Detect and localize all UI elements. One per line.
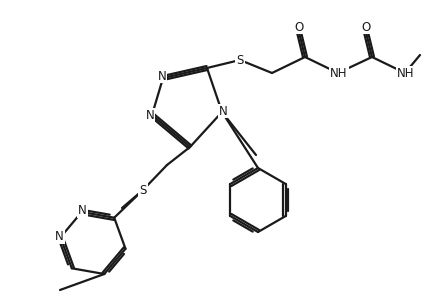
Text: O: O: [361, 21, 371, 34]
Text: N: N: [55, 230, 64, 243]
Text: NH: NH: [397, 67, 415, 79]
Text: S: S: [139, 184, 147, 197]
Text: NH: NH: [330, 67, 348, 79]
Text: N: N: [78, 205, 87, 217]
Text: S: S: [236, 54, 244, 67]
Text: O: O: [294, 21, 304, 34]
Text: N: N: [146, 108, 154, 121]
Text: N: N: [219, 104, 227, 117]
Text: N: N: [158, 70, 167, 83]
